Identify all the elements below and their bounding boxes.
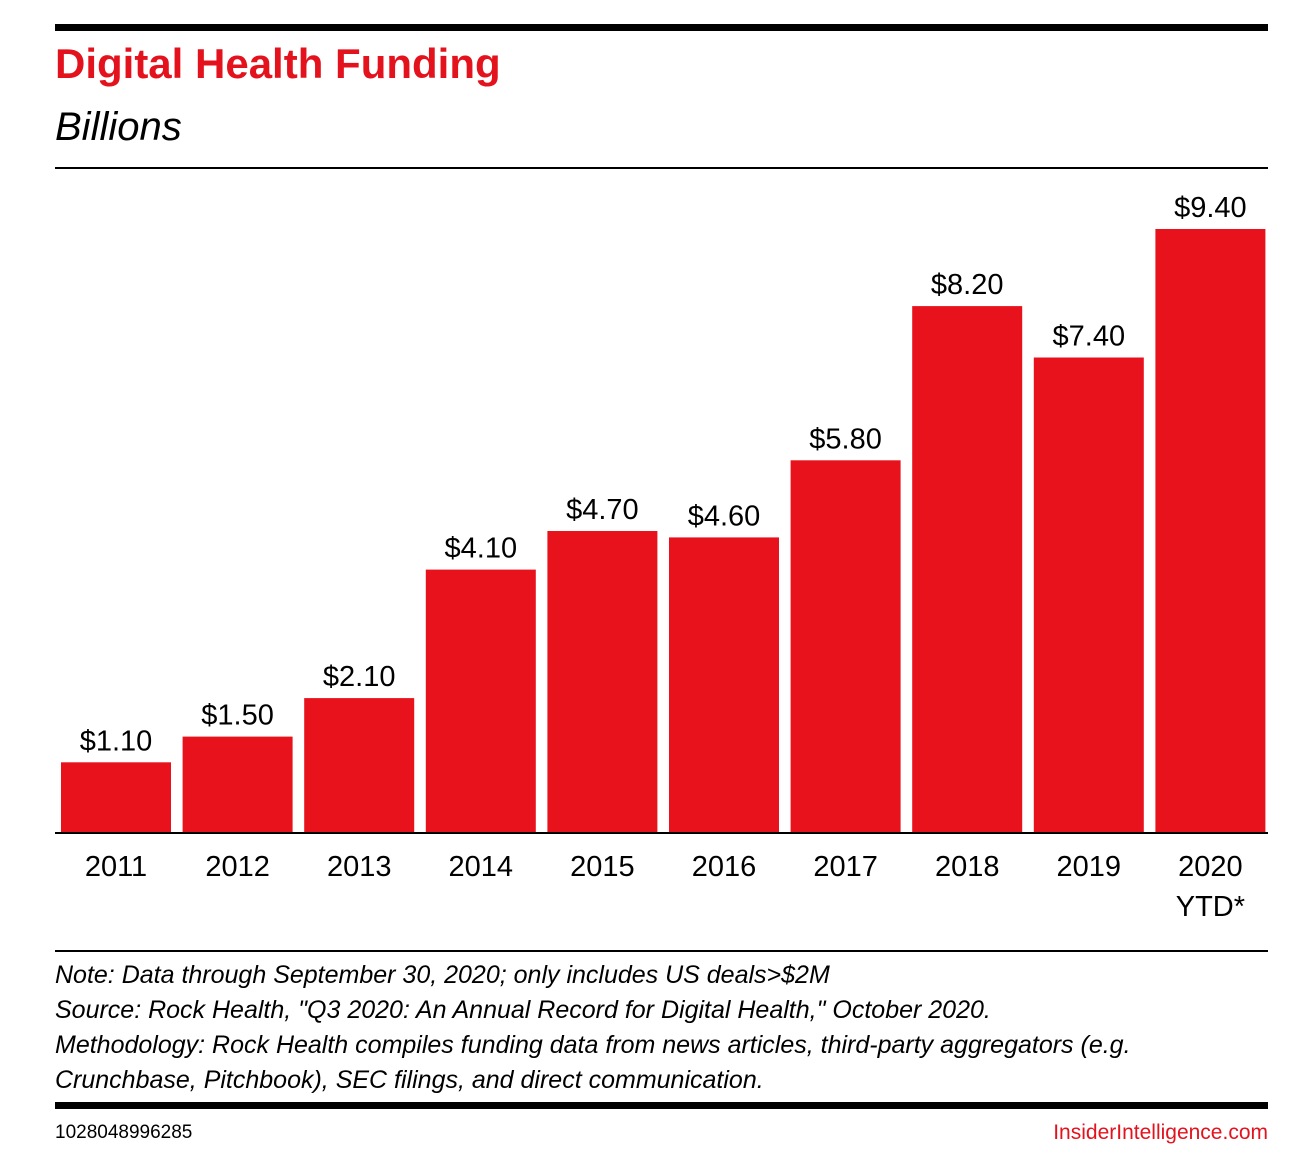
value-label-2016: $4.60 — [688, 500, 761, 532]
value-label-2012: $1.50 — [201, 700, 274, 732]
value-label-2011: $1.10 — [80, 725, 153, 757]
bar-2019 — [1033, 357, 1144, 833]
value-label-2015: $4.70 — [566, 494, 639, 526]
bar-2012 — [182, 736, 293, 833]
brand-link[interactable]: InsiderIntelligence.com — [1053, 1121, 1268, 1144]
top-rule — [55, 24, 1268, 31]
bar-2015 — [547, 531, 658, 833]
bar-2011 — [61, 762, 171, 833]
note-line: Note: Data through September 30, 2020; o… — [55, 961, 830, 989]
x-tick-label-2014: 2014 — [449, 851, 514, 883]
x-tick-label-2019: 2019 — [1057, 851, 1122, 883]
value-label-2019: $7.40 — [1053, 321, 1126, 353]
methodology-line: Methodology: Rock Health compiles fundin… — [55, 1031, 1131, 1059]
value-label-2013: $2.10 — [323, 661, 396, 693]
value-label-2017: $5.80 — [809, 423, 882, 455]
bar-2017 — [790, 460, 901, 833]
chart-notes: Note: Data through September 30, 2020; o… — [55, 958, 1268, 1098]
bar-2014 — [425, 569, 536, 833]
bar-2018 — [912, 306, 1023, 834]
x-tick-label-2012: 2012 — [205, 851, 270, 883]
header-divider — [55, 167, 1268, 169]
x-tick-label-2011: 2011 — [85, 851, 147, 883]
bar-2020 — [1155, 229, 1266, 833]
bar-chart: $1.10 2011 $1.50 2012 $2.10 2013 $4.10 2014 $4.7… — [55, 192, 1268, 923]
x-tick-label-2018: 2018 — [935, 851, 1000, 883]
footer-rule — [55, 1102, 1268, 1109]
bar-2016 — [669, 537, 779, 833]
value-label-2014: $4.10 — [445, 533, 518, 565]
x-tick-sublabel-2020: YTD* — [1176, 891, 1245, 923]
x-tick-label-2015: 2015 — [570, 851, 635, 883]
x-tick-label-2013: 2013 — [327, 851, 392, 883]
chart-title: Digital Health Funding — [55, 40, 501, 87]
chart-id: 1028048996285 — [55, 1122, 193, 1143]
x-tick-label-2016: 2016 — [692, 851, 757, 883]
x-tick-label-2017: 2017 — [813, 851, 878, 883]
value-label-2018: $8.20 — [931, 269, 1004, 301]
source-line: Source: Rock Health, "Q3 2020: An Annual… — [55, 996, 991, 1024]
chart-subtitle: Billions — [55, 105, 182, 149]
bar-2013 — [304, 698, 415, 833]
methodology-line-continued: Crunchbase, Pitchbook), SEC filings, and… — [55, 1066, 764, 1094]
notes-divider — [55, 950, 1268, 952]
value-label-2020: $9.40 — [1174, 192, 1247, 224]
x-tick-label-2020: 2020 — [1178, 851, 1243, 883]
